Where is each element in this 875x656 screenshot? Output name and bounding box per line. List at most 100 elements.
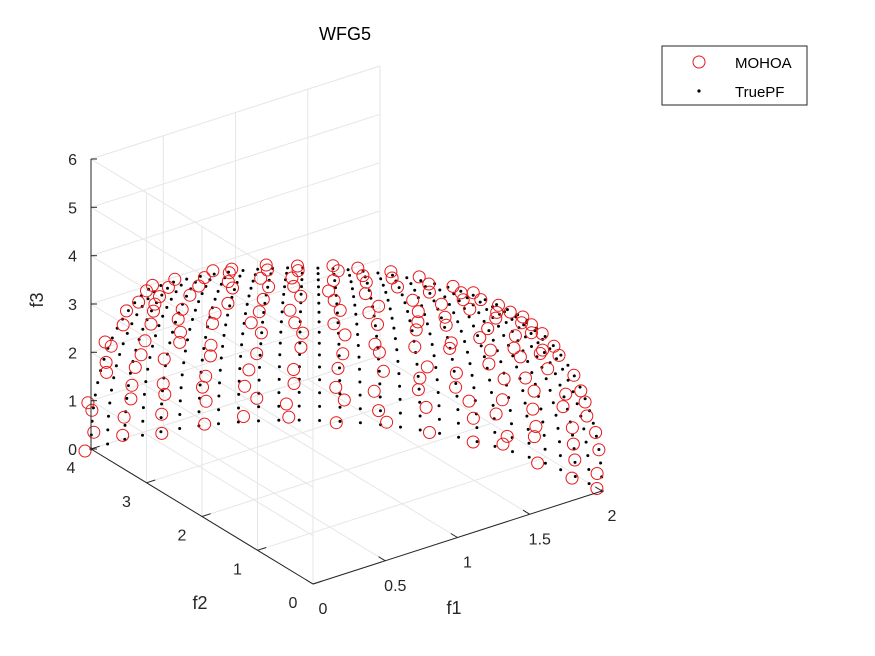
truepf-point <box>169 297 173 301</box>
truepf-point <box>525 414 529 418</box>
mohoa-point <box>552 348 566 362</box>
mohoa-point <box>376 364 390 378</box>
truepf-point <box>418 414 422 418</box>
mohoa-point <box>287 377 301 390</box>
truepf-point <box>350 287 354 291</box>
truepf-point <box>160 402 164 406</box>
truepf-point <box>416 374 420 378</box>
truepf-point <box>542 351 546 354</box>
grid-line <box>90 351 314 488</box>
truepf-point <box>587 482 591 486</box>
truepf-point <box>413 288 417 292</box>
truepf-point <box>212 272 216 276</box>
truepf-point <box>316 272 320 276</box>
truepf-point <box>226 313 230 317</box>
truepf-point <box>318 391 322 395</box>
truepf-point <box>375 334 379 338</box>
mohoa-point <box>367 384 381 398</box>
mohoa-point <box>490 305 504 319</box>
truepf-point <box>266 285 270 289</box>
truepf-point <box>237 392 241 396</box>
truepf-point <box>434 366 438 369</box>
truepf-point <box>450 357 454 361</box>
truepf-point <box>452 311 456 315</box>
mohoa-point <box>237 410 250 423</box>
mohoa-point <box>120 304 133 318</box>
mohoa-point <box>589 426 603 439</box>
truepf-point <box>454 382 458 385</box>
truepf-point <box>457 299 461 303</box>
truepf-point <box>349 280 353 284</box>
mohoa-point <box>338 328 352 342</box>
mohoa-point <box>250 391 264 405</box>
truepf-point <box>355 322 359 326</box>
mohoa-point <box>158 387 172 401</box>
truepf-point <box>91 406 95 410</box>
mohoa-point <box>356 269 370 283</box>
truepf-point <box>459 289 463 293</box>
mohoa-point <box>456 293 470 307</box>
truepf-point <box>142 392 146 396</box>
truepf-point <box>200 292 204 296</box>
truepf-point <box>262 311 266 314</box>
x-tick-label: 1.5 <box>529 531 551 548</box>
truepf-point <box>542 433 546 437</box>
truepf-point <box>334 286 337 290</box>
mohoa-point <box>391 280 404 294</box>
truepf-point <box>188 327 192 331</box>
truepf-point <box>556 426 560 430</box>
mohoa-point <box>254 326 268 340</box>
legend: MOHOA TruePF <box>661 45 808 106</box>
truepf-point <box>358 407 362 411</box>
truepf-point <box>141 406 145 410</box>
truepf-point <box>202 347 206 350</box>
x-tick-mark <box>306 579 314 585</box>
legend-mohoa-marker <box>692 55 706 69</box>
truepf-point <box>456 320 460 324</box>
truepf-point <box>200 358 204 362</box>
truepf-point <box>183 349 187 353</box>
grid-line <box>90 65 381 160</box>
truepf-point <box>472 324 475 328</box>
mohoa-point <box>125 378 139 392</box>
mohoa-point <box>326 274 340 287</box>
mohoa-point <box>541 362 555 376</box>
truepf-point <box>554 413 558 417</box>
truepf-point <box>553 372 557 376</box>
truepf-point <box>297 418 301 422</box>
truepf-point <box>456 421 460 425</box>
truepf-point <box>559 353 563 357</box>
mohoa-point <box>411 383 425 397</box>
truepf-point <box>573 460 577 464</box>
truepf-point <box>526 360 530 363</box>
truepf-point <box>112 376 116 380</box>
truepf-point <box>282 292 286 296</box>
mohoa-point <box>327 317 341 331</box>
grid-line <box>90 255 314 392</box>
mohoa-point <box>208 306 222 320</box>
truepf-point <box>599 461 603 465</box>
truepf-point <box>582 427 586 431</box>
truepf-point <box>491 403 495 407</box>
mohoa-point <box>535 327 549 341</box>
mohoa-point <box>466 411 480 425</box>
legend-truepf-label: TruePF <box>735 84 784 101</box>
mohoa-point <box>567 368 581 382</box>
truepf-point <box>317 285 320 289</box>
y-tick-mark <box>201 513 211 517</box>
mohoa-point <box>329 380 343 394</box>
truepf-point <box>353 303 357 307</box>
truepf-point <box>499 360 503 364</box>
truepf-point <box>198 383 202 387</box>
truepf-point <box>151 344 154 348</box>
mohoa-point <box>183 288 197 302</box>
truepf-point <box>277 391 281 395</box>
mohoa-point <box>337 393 351 407</box>
truepf-point <box>541 420 545 424</box>
truepf-point <box>419 279 423 283</box>
mohoa-point <box>590 482 604 495</box>
truepf-point <box>358 393 362 397</box>
truepf-point <box>338 419 342 423</box>
mohoa-point <box>497 372 511 386</box>
truepf-point <box>591 421 595 425</box>
